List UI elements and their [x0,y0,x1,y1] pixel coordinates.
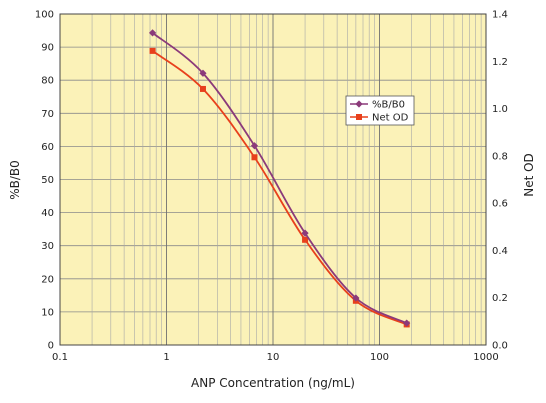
y2-tick-label: 1.2 [492,57,508,68]
y-tick-label: 0 [48,341,54,352]
data-point [251,154,258,161]
x-tick-label: 100 [370,352,389,363]
y-tick-label: 50 [41,175,54,186]
data-point [149,47,156,54]
legend-box [345,95,415,126]
y2-tick-label: 1.4 [492,10,508,21]
plot-border [59,13,487,346]
data-point [301,229,309,237]
y-tick-label: 30 [41,241,54,252]
y-tick-label: 70 [41,109,54,120]
data-point [352,294,360,302]
x-tick-label: 1 [163,352,169,363]
y2-tick-label: 0.4 [492,246,508,257]
y2-tick-label: 0.6 [492,199,508,210]
y-tick-label: 80 [41,76,54,87]
data-point [199,85,206,92]
legend-label: Net OD [372,113,409,124]
y2-tick-label: 1.0 [492,104,508,115]
y2-tick-label: 0.0 [492,341,508,352]
x-tick-label: 0.1 [52,352,68,363]
grid [60,14,486,345]
x-tick-label: 1000 [473,352,498,363]
data-point [250,142,259,150]
data-point [302,236,309,243]
y-tick-label: 90 [41,43,54,54]
tick-labels: 0 10 20 30 40 50 60 70 80 90 100 0.0 0.2 0.4 0.6 0.8 1.0… [35,10,508,364]
data-point [199,69,207,77]
y2-tick-label: 0.2 [492,293,508,304]
data-point [403,319,411,327]
series-layer [148,29,411,328]
y-axis-title: %B/B0 [8,160,22,200]
y-tick-label: 40 [41,208,54,219]
y-tick-label: 60 [41,142,54,153]
y-tick-label: 100 [35,10,54,21]
legend: %B/B0 Net OD [345,95,415,126]
x-axis-title: ANP Concentration (ng/mL) [191,376,355,390]
series--b-b0 [148,29,411,327]
y2-axis-title: Net OD [522,153,536,197]
data-point [148,29,157,37]
x-tick-label: 10 [267,352,280,363]
legend-label: %B/B0 [372,100,405,111]
y-tick-label: 10 [41,307,54,318]
legend-marker [355,100,363,108]
y-tick-label: 20 [41,274,54,285]
y2-tick-label: 0.8 [492,151,508,162]
legend-marker [356,114,362,120]
